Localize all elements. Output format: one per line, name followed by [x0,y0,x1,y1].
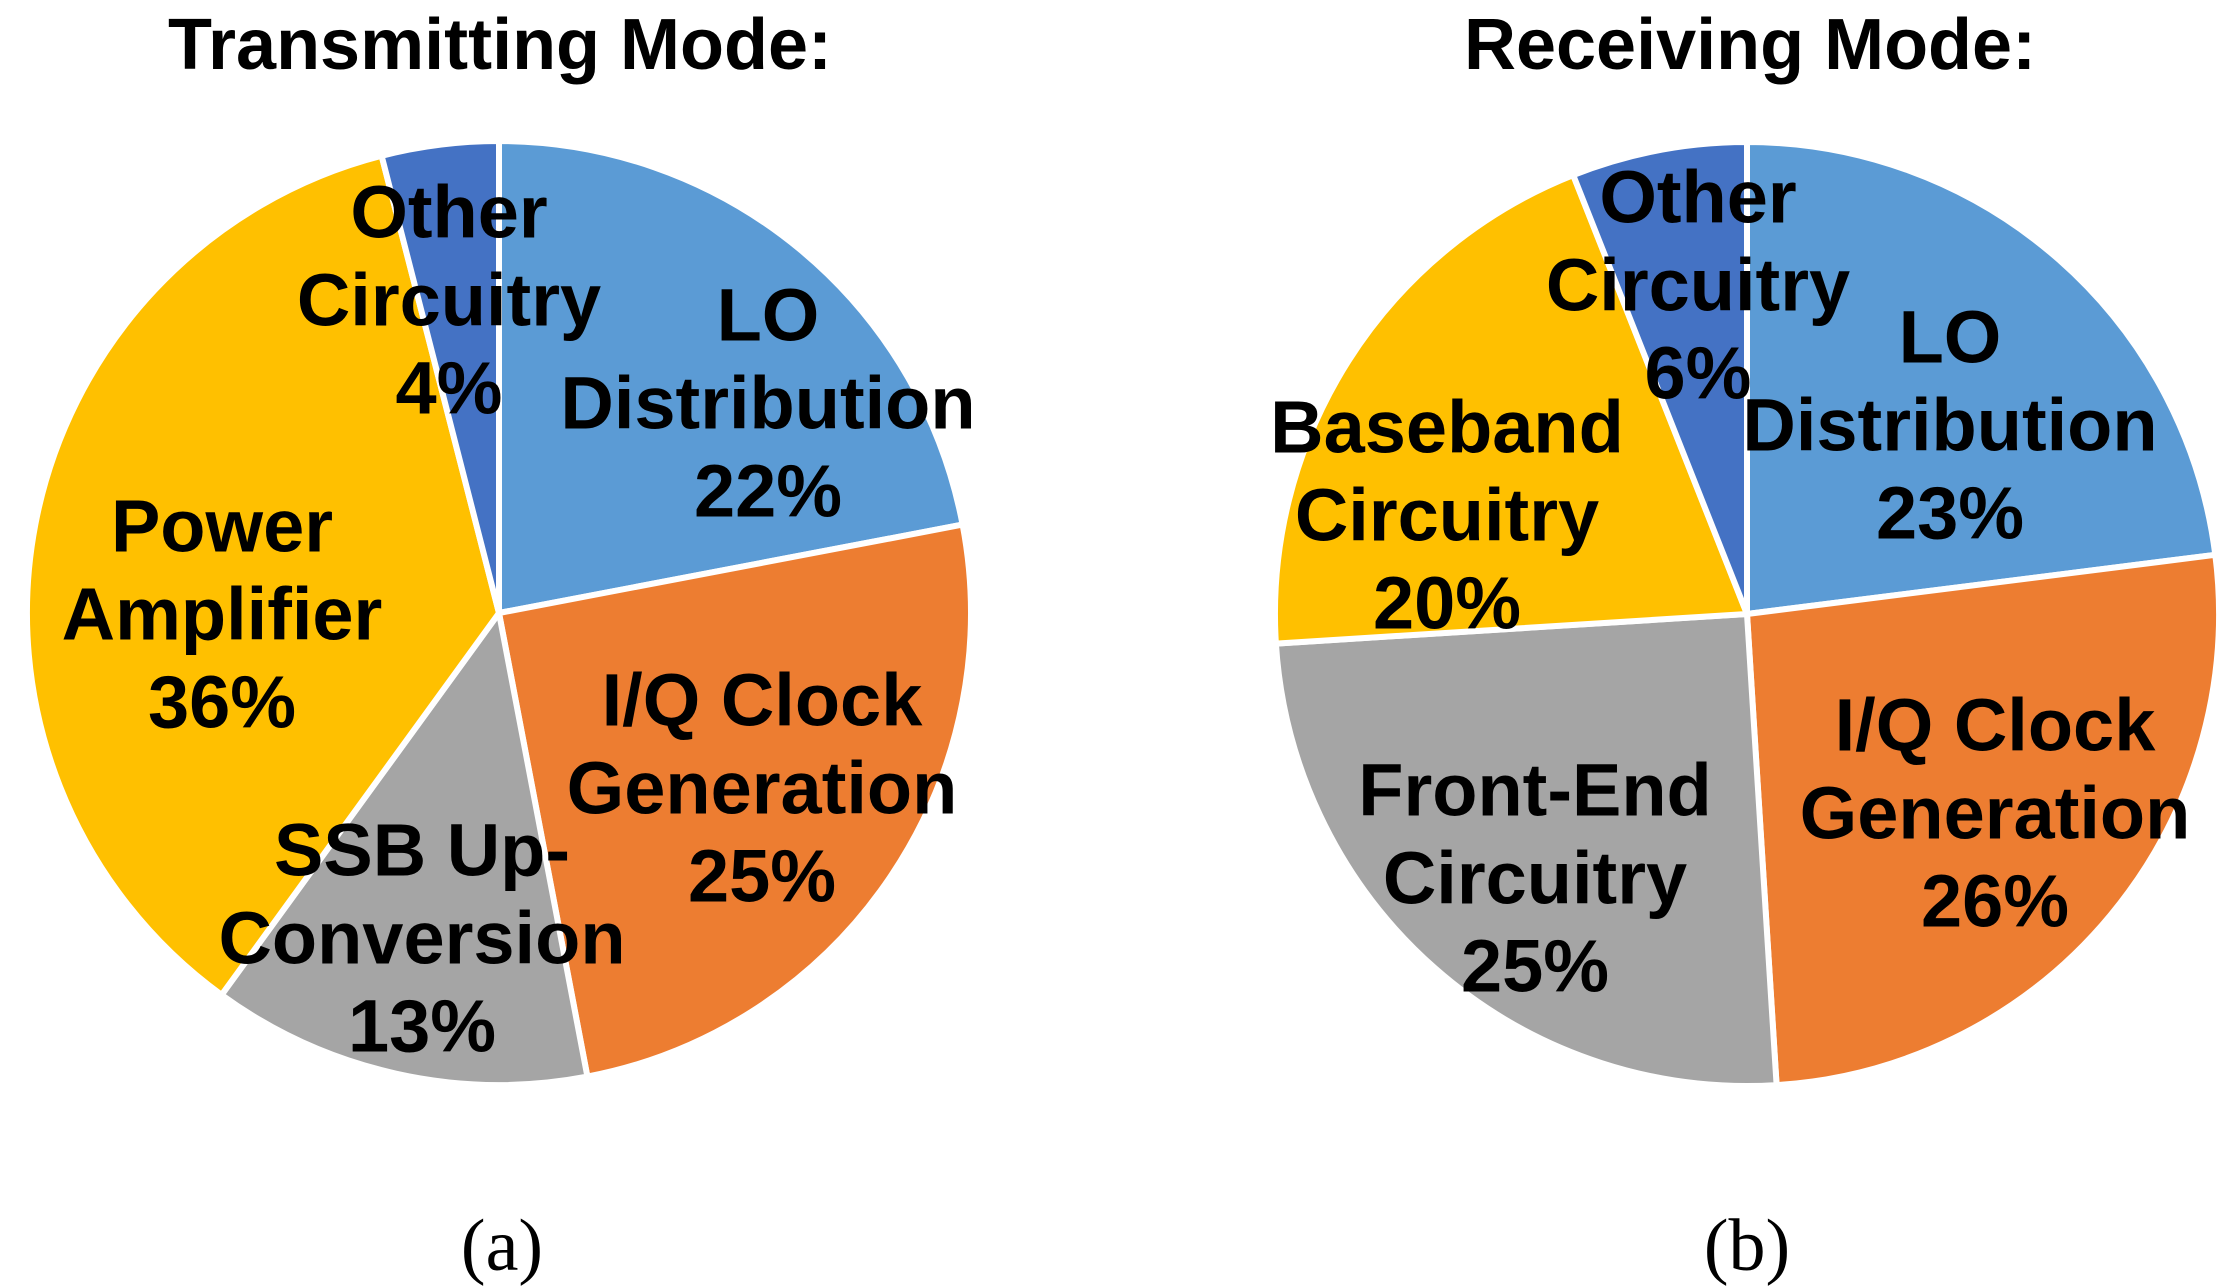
pie-slice-label-lo-distribution-line-2: Distribution [1742,384,2157,467]
receiving-mode-title: Receiving Mode: [1463,5,2037,85]
pie-slice-label-front-end-circuitry-line-1: Front-End [1358,749,1711,832]
pie-slice-i-q-clock-generation [1744,551,2222,1089]
pie-slice-label-i-q-clock-generation-line-2: Generation [1800,772,2191,855]
transmitting-mode-title: Transmitting Mode: [168,5,832,85]
pie-slice-label-other-circuitry-line-3: 4% [396,347,503,430]
pie-slice-lo-distribution [1744,139,2219,617]
pie-slice-label-i-q-clock-generation-line-1: I/Q Clock [1835,684,2157,767]
pie-slice-power-amplifier [24,152,502,998]
pie-slice-label-power-amplifier-line-1: Power [111,485,333,568]
pie-slice-label-i-q-clock-generation-line-2: Generation [567,747,958,830]
pie-slice-other-circuitry [378,137,502,616]
pie-slice-label-ssb-up-conversion-line-3: 13% [348,985,496,1068]
pie-slice-ssb-up-conversion [218,610,591,1088]
pie-slice-front-end-circuitry [1272,611,1780,1089]
pie-slice-label-baseband-circuitry-line-2: Circuitry [1295,474,1599,557]
pie-slice-label-lo-distribution-line-2: Distribution [560,362,975,445]
pie-slice-label-front-end-circuitry-line-3: 25% [1461,925,1609,1008]
pie-slice-label-i-q-clock-generation-line-3: 26% [1921,860,2069,943]
pie-slice-baseband-circuitry [1272,172,1750,647]
pie-slice-label-lo-distribution-line-3: 23% [1876,472,2024,555]
pie-slice-label-power-amplifier-line-2: Amplifier [62,573,383,656]
pie-slice-lo-distribution [496,138,966,616]
pie-slice-label-i-q-clock-generation-line-3: 25% [688,835,836,918]
pie-slice-label-other-circuitry-line-1: Other [350,171,547,254]
pie-slice-label-other-circuitry-line-2: Circuitry [1546,244,1850,327]
pie-slice-label-front-end-circuitry-line-2: Circuitry [1383,837,1687,920]
pie-slice-label-other-circuitry-line-2: Circuitry [297,259,601,342]
pie-slice-label-i-q-clock-generation-line-1: I/Q Clock [602,659,924,742]
pie-slice-label-baseband-circuitry-line-3: 20% [1373,562,1521,645]
pie-slice-label-ssb-up-conversion-line-2: Conversion [218,897,625,980]
subfigure-caption-a: (a) [460,1205,544,1287]
pie-slice-label-ssb-up-conversion-line-1: SSB Up- [274,809,570,892]
pie-slice-label-other-circuitry-line-3: 6% [1645,332,1752,415]
pie-slice-label-lo-distribution-line-3: 22% [694,450,842,533]
pie-slice-i-q-clock-generation [496,521,974,1080]
pie-slice-label-lo-distribution-line-1: LO [717,274,820,357]
pie-slice-label-baseband-circuitry-line-1: Baseband [1270,386,1624,469]
pie-slice-label-other-circuitry-line-1: Other [1599,156,1796,239]
pie-slice-label-power-amplifier-line-3: 36% [148,661,296,744]
pie-slice-other-circuitry [1570,138,1750,617]
subfigure-caption-b: (b) [1703,1205,1791,1287]
pie-slice-label-lo-distribution-line-1: LO [1899,296,2002,379]
